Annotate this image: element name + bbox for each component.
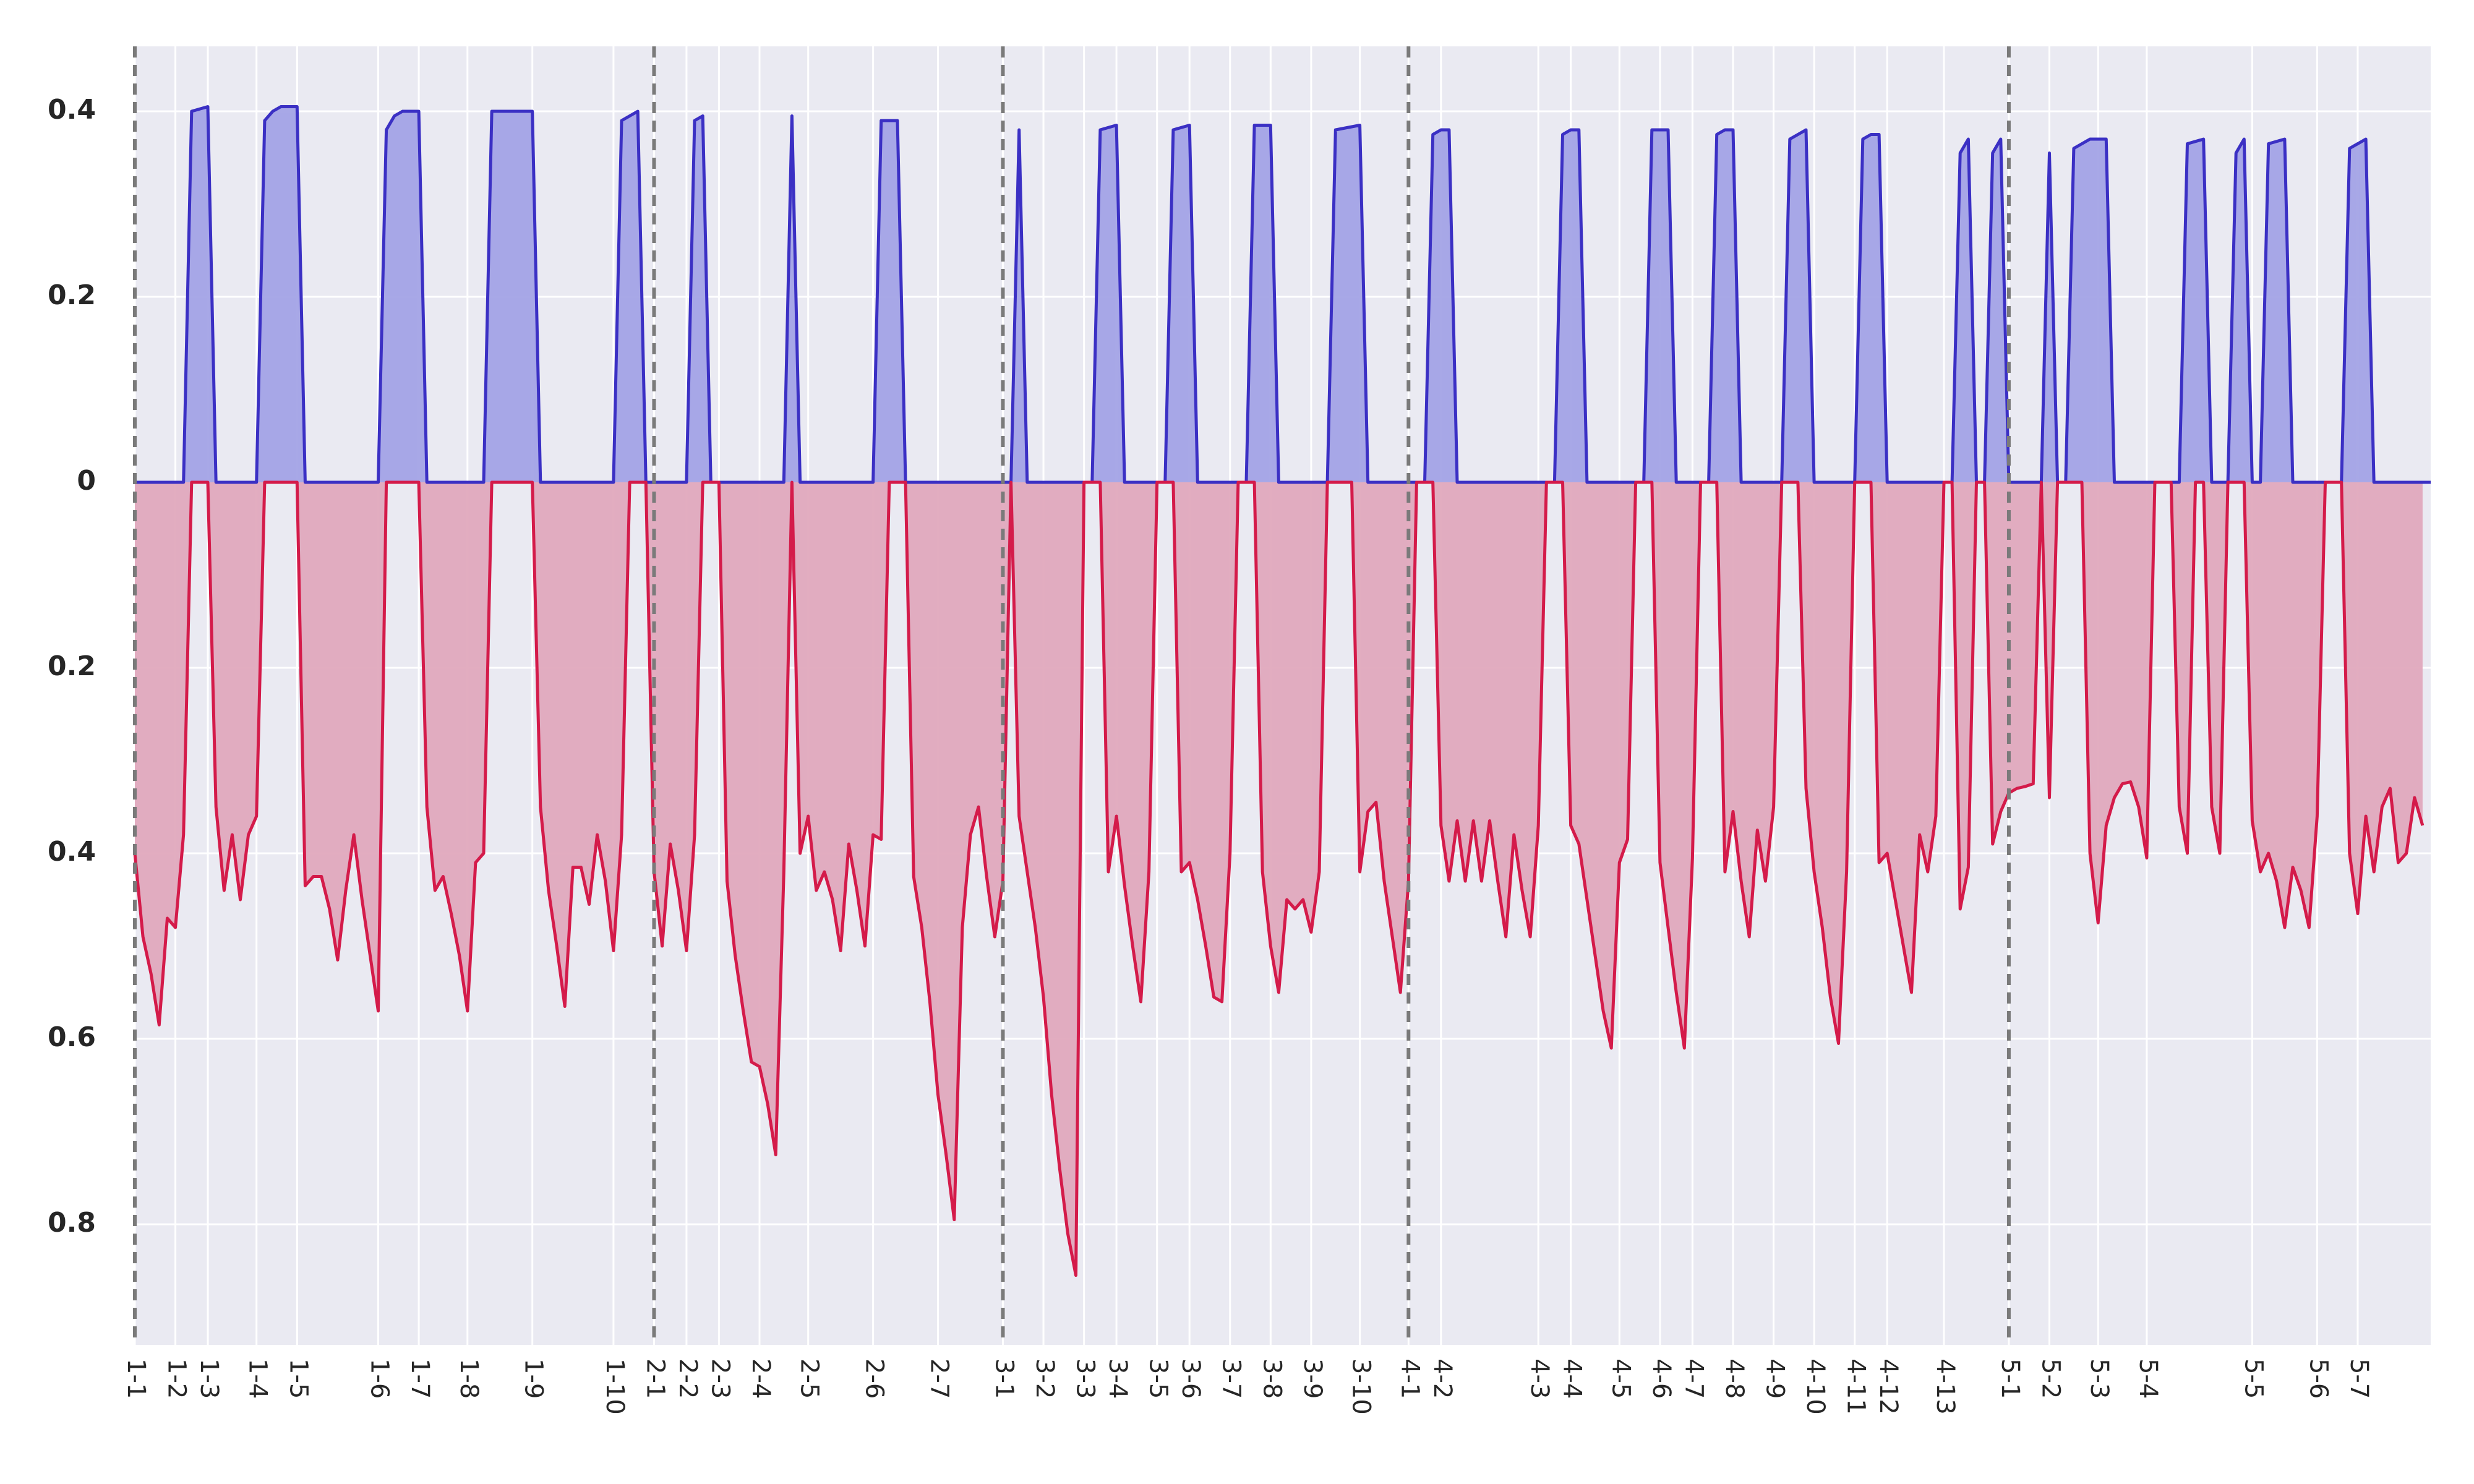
- x-tick-label: 4-2: [1428, 1358, 1457, 1399]
- y-tick-label: 0: [77, 465, 96, 497]
- negative-area: [135, 482, 2423, 1276]
- x-tick-label: 1-9: [520, 1358, 548, 1399]
- x-axis-ticks: 1-1 1-2 1-3 1-4 1-5 1-6 1-7 1-8 1-9 1-10 2-1 2-2 2-3…: [122, 1358, 2373, 1415]
- x-tick-label: 3-7: [1217, 1358, 1246, 1399]
- x-tick-label: 4-4: [1558, 1358, 1586, 1399]
- x-tick-label: 4-12: [1874, 1358, 1903, 1415]
- x-tick-label: 3-4: [1103, 1358, 1132, 1399]
- x-tick-label: 2-3: [706, 1358, 734, 1399]
- x-tick-label: 2-7: [925, 1358, 954, 1399]
- x-tick-label: 4-9: [1761, 1358, 1789, 1399]
- x-tick-label: 4-8: [1720, 1358, 1748, 1399]
- x-tick-label: 4-3: [1525, 1358, 1554, 1399]
- x-tick-label: 3-5: [1144, 1358, 1173, 1399]
- x-tick-label: 2-2: [674, 1358, 702, 1399]
- x-tick-label: 3-8: [1257, 1358, 1286, 1399]
- x-tick-label: 3-2: [1030, 1358, 1059, 1399]
- x-tick-label: 1-8: [455, 1358, 483, 1399]
- x-tick-label: 4-10: [1801, 1358, 1830, 1415]
- series-lines: [133, 105, 2431, 1277]
- y-tick-label: 0.4: [48, 94, 96, 126]
- x-tick-label: 4-1: [1395, 1358, 1424, 1399]
- x-tick-label: 5-6: [2304, 1358, 2332, 1399]
- x-tick-label: 5-2: [2037, 1358, 2065, 1399]
- x-tick-label: 2-4: [747, 1358, 775, 1399]
- x-tick-label: 3-3: [1071, 1358, 1100, 1399]
- negative-line: [133, 480, 2425, 1277]
- y-tick-label: 0.4: [48, 836, 96, 868]
- x-tick-label: 5-3: [2085, 1358, 2113, 1399]
- x-tick-label: 2-1: [641, 1358, 669, 1399]
- positive-line: [135, 105, 2431, 484]
- x-tick-label: 3-1: [990, 1358, 1018, 1399]
- x-tick-label: 3-6: [1176, 1358, 1205, 1399]
- x-tick-label: 4-13: [1931, 1358, 1959, 1415]
- x-tick-label: 3-10: [1347, 1358, 1376, 1415]
- x-tick-label: 5-5: [2239, 1358, 2267, 1399]
- x-tick-label: 1-10: [601, 1358, 629, 1415]
- y-tick-label: 0.8: [48, 1207, 96, 1239]
- x-tick-label: 4-5: [1606, 1358, 1635, 1399]
- x-tick-label: 4-6: [1647, 1358, 1676, 1399]
- x-tick-label: 5-4: [2134, 1358, 2162, 1399]
- x-tick-label: 1-4: [244, 1358, 272, 1399]
- x-tick-label: 5-1: [1996, 1358, 2024, 1399]
- y-tick-label: 0.2: [48, 279, 96, 311]
- y-tick-label: 0.2: [48, 650, 96, 682]
- x-tick-label: 1-5: [284, 1358, 312, 1399]
- x-tick-label: 4-11: [1842, 1358, 1870, 1415]
- x-tick-label: 3-9: [1298, 1358, 1327, 1399]
- x-tick-label: 1-7: [406, 1358, 434, 1399]
- x-tick-label: 1-3: [195, 1358, 223, 1399]
- x-tick-label: 1-6: [365, 1358, 393, 1399]
- x-tick-label: 2-6: [860, 1358, 889, 1399]
- x-tick-label: 2-5: [795, 1358, 824, 1399]
- y-tick-label: 0.6: [48, 1021, 96, 1053]
- x-tick-label: 1-1: [122, 1358, 150, 1399]
- x-tick-label: 5-7: [2345, 1358, 2373, 1399]
- x-tick-label: 4-7: [1679, 1358, 1708, 1399]
- y-axis-ticks: 0.4 0.2 0 0.2 0.4 0.6 0.8: [48, 94, 96, 1239]
- x-tick-label: 1-2: [163, 1358, 191, 1399]
- section-boundaries: [133, 46, 2011, 1345]
